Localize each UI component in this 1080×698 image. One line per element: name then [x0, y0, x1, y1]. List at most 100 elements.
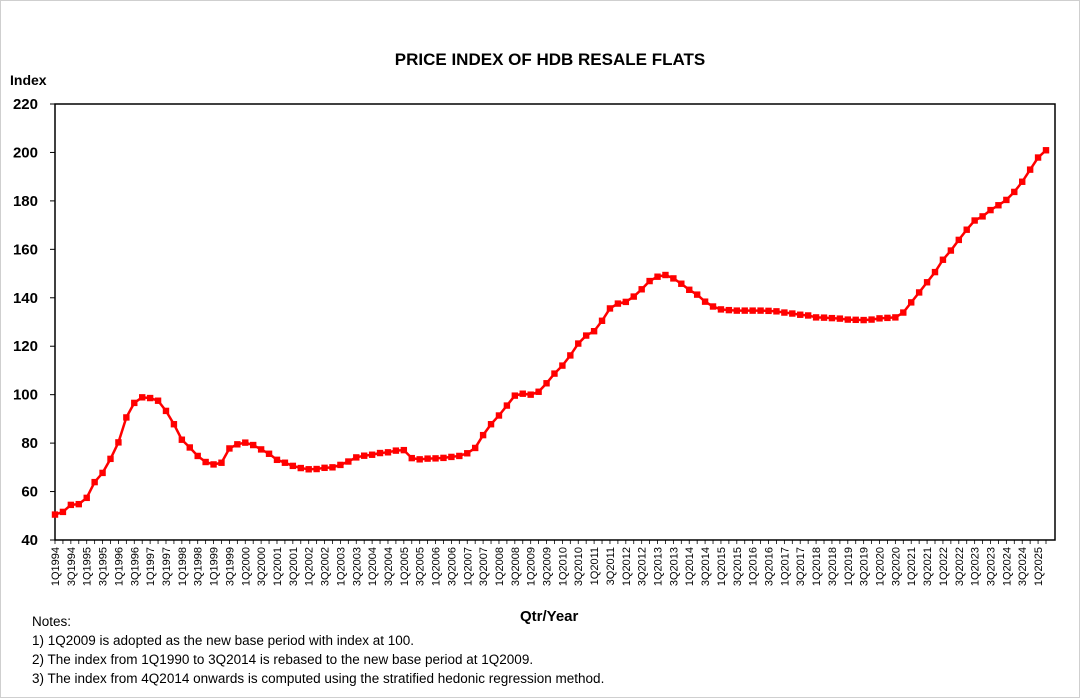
y-tick-label: 40: [21, 532, 38, 549]
data-point: [479, 431, 487, 439]
data-point: [908, 299, 915, 306]
x-tick-label: 3Q2003: [351, 547, 363, 586]
data-point: [146, 394, 154, 402]
x-tick-label: 3Q2007: [478, 547, 490, 586]
x-tick-label: 1Q1994: [50, 547, 62, 586]
x-tick-label: 3Q2005: [415, 547, 427, 586]
data-point: [194, 452, 201, 460]
x-tick-label: 1Q1998: [177, 547, 189, 586]
data-point: [876, 315, 883, 322]
data-point: [83, 494, 90, 502]
data-point: [353, 454, 360, 461]
x-tick-label: 1Q2005: [399, 547, 411, 586]
x-tick-label: 3Q2016: [764, 547, 776, 586]
y-tick-label: 180: [13, 193, 38, 210]
data-point: [51, 511, 59, 518]
x-tick-label: 1Q2024: [1001, 547, 1013, 586]
data-point: [971, 217, 978, 224]
data-point: [686, 286, 693, 293]
data-point: [154, 397, 162, 404]
data-point: [646, 277, 653, 285]
x-tick-label: 1Q2013: [653, 547, 665, 586]
x-tick-label: 1Q2020: [875, 547, 887, 586]
data-point: [789, 310, 796, 317]
data-point: [242, 439, 249, 446]
data-point: [630, 293, 637, 300]
data-point: [115, 439, 122, 446]
data-point: [670, 275, 677, 282]
x-tick-label: 3Q2004: [383, 547, 395, 586]
data-point: [250, 441, 257, 449]
x-tick-label: 1Q2022: [938, 547, 950, 586]
data-point: [836, 315, 844, 322]
data-point: [804, 312, 812, 319]
series-markers: [51, 147, 1050, 518]
data-point: [464, 450, 471, 457]
x-tick-label: 3Q2014: [700, 547, 712, 586]
data-point: [139, 394, 146, 401]
x-tick-label: 3Q1997: [161, 547, 173, 586]
note-3: 3) The index from 4Q2014 onwards is comp…: [32, 671, 605, 686]
data-point: [678, 280, 685, 287]
data-point: [543, 380, 550, 387]
data-point: [590, 328, 598, 335]
data-point: [408, 454, 415, 462]
x-tick-label: 3Q1999: [224, 547, 236, 586]
data-point: [67, 501, 75, 509]
data-point: [313, 465, 320, 473]
x-tick-label: 1Q1997: [145, 547, 157, 586]
x-tick-label: 1Q2004: [367, 547, 379, 586]
notes-heading: Notes:: [32, 614, 72, 629]
x-tick-label: 3Q2002: [320, 547, 332, 586]
data-point: [527, 391, 534, 398]
y-axis-label: Index: [10, 72, 47, 88]
x-tick-label: 1Q2010: [557, 547, 569, 586]
data-point: [511, 392, 519, 399]
data-point: [535, 388, 542, 395]
data-point: [495, 412, 503, 419]
x-tick-label: 1Q2018: [811, 547, 823, 586]
y-tick-label: 160: [13, 241, 38, 258]
data-point: [622, 298, 630, 306]
data-point: [955, 236, 962, 244]
data-point: [234, 441, 241, 448]
x-tick-label: 1Q2001: [272, 547, 284, 586]
data-point: [337, 461, 344, 469]
data-point: [392, 447, 400, 454]
data-point: [1026, 166, 1034, 173]
data-point: [773, 308, 780, 315]
data-point: [1019, 178, 1026, 185]
x-tick-label: 3Q2011: [605, 547, 617, 585]
x-tick-label: 1Q2017: [779, 547, 791, 586]
x-tick-label: 3Q1996: [129, 547, 141, 586]
x-tick-label: 1Q2011: [589, 547, 601, 585]
data-point: [1011, 188, 1018, 196]
data-point: [582, 332, 590, 339]
data-point: [939, 256, 947, 263]
data-point: [915, 289, 923, 296]
x-tick-label: 3Q2006: [446, 547, 458, 586]
data-point: [1034, 154, 1042, 161]
data-point: [123, 414, 130, 421]
x-tick-label: 3Q2017: [795, 547, 807, 586]
x-tick-label: 1Q2015: [716, 547, 728, 586]
note-1: 1) 1Q2009 is adopted as the new base per…: [32, 633, 415, 648]
data-point: [305, 466, 312, 473]
data-point: [709, 303, 717, 310]
data-point: [741, 307, 748, 314]
data-point: [424, 455, 431, 462]
x-tick-label: 1Q2025: [1033, 547, 1045, 586]
x-tick-label: 3Q2009: [542, 547, 554, 586]
data-point: [931, 268, 939, 276]
data-point: [701, 298, 709, 305]
data-point: [725, 306, 733, 314]
data-point: [614, 300, 622, 307]
x-tick-label: 1Q2016: [748, 547, 760, 586]
x-tick-label: 3Q2015: [732, 547, 744, 586]
data-point: [900, 309, 907, 316]
y-tick-label: 100: [13, 387, 38, 404]
data-point: [733, 307, 741, 314]
data-point: [828, 314, 836, 322]
data-point: [1042, 147, 1050, 154]
data-point: [820, 314, 828, 321]
